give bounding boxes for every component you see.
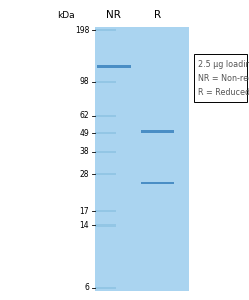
Text: 6: 6 xyxy=(84,284,89,292)
Bar xyxy=(95,81,116,83)
Text: 98: 98 xyxy=(79,77,89,86)
Text: 2.5 μg loading
NR = Non-reduced
R = Reduced: 2.5 μg loading NR = Non-reduced R = Redu… xyxy=(198,60,249,97)
Bar xyxy=(97,65,131,68)
Bar xyxy=(141,130,174,133)
Bar xyxy=(95,27,189,291)
Bar xyxy=(95,224,116,226)
Text: 49: 49 xyxy=(79,129,89,138)
Text: 28: 28 xyxy=(80,170,89,179)
Bar xyxy=(95,287,116,289)
Bar xyxy=(95,115,116,117)
Text: 17: 17 xyxy=(79,207,89,216)
Text: 198: 198 xyxy=(75,26,89,34)
Bar xyxy=(95,29,116,31)
Bar xyxy=(95,132,116,134)
Text: 38: 38 xyxy=(79,147,89,156)
Bar xyxy=(194,54,247,102)
Text: R: R xyxy=(154,10,161,20)
Bar xyxy=(95,151,116,153)
Bar xyxy=(95,210,116,212)
Text: 14: 14 xyxy=(79,221,89,230)
Text: kDa: kDa xyxy=(57,11,75,20)
Bar xyxy=(95,173,116,175)
Text: 62: 62 xyxy=(79,111,89,120)
Bar xyxy=(141,182,174,184)
Text: NR: NR xyxy=(107,10,121,20)
